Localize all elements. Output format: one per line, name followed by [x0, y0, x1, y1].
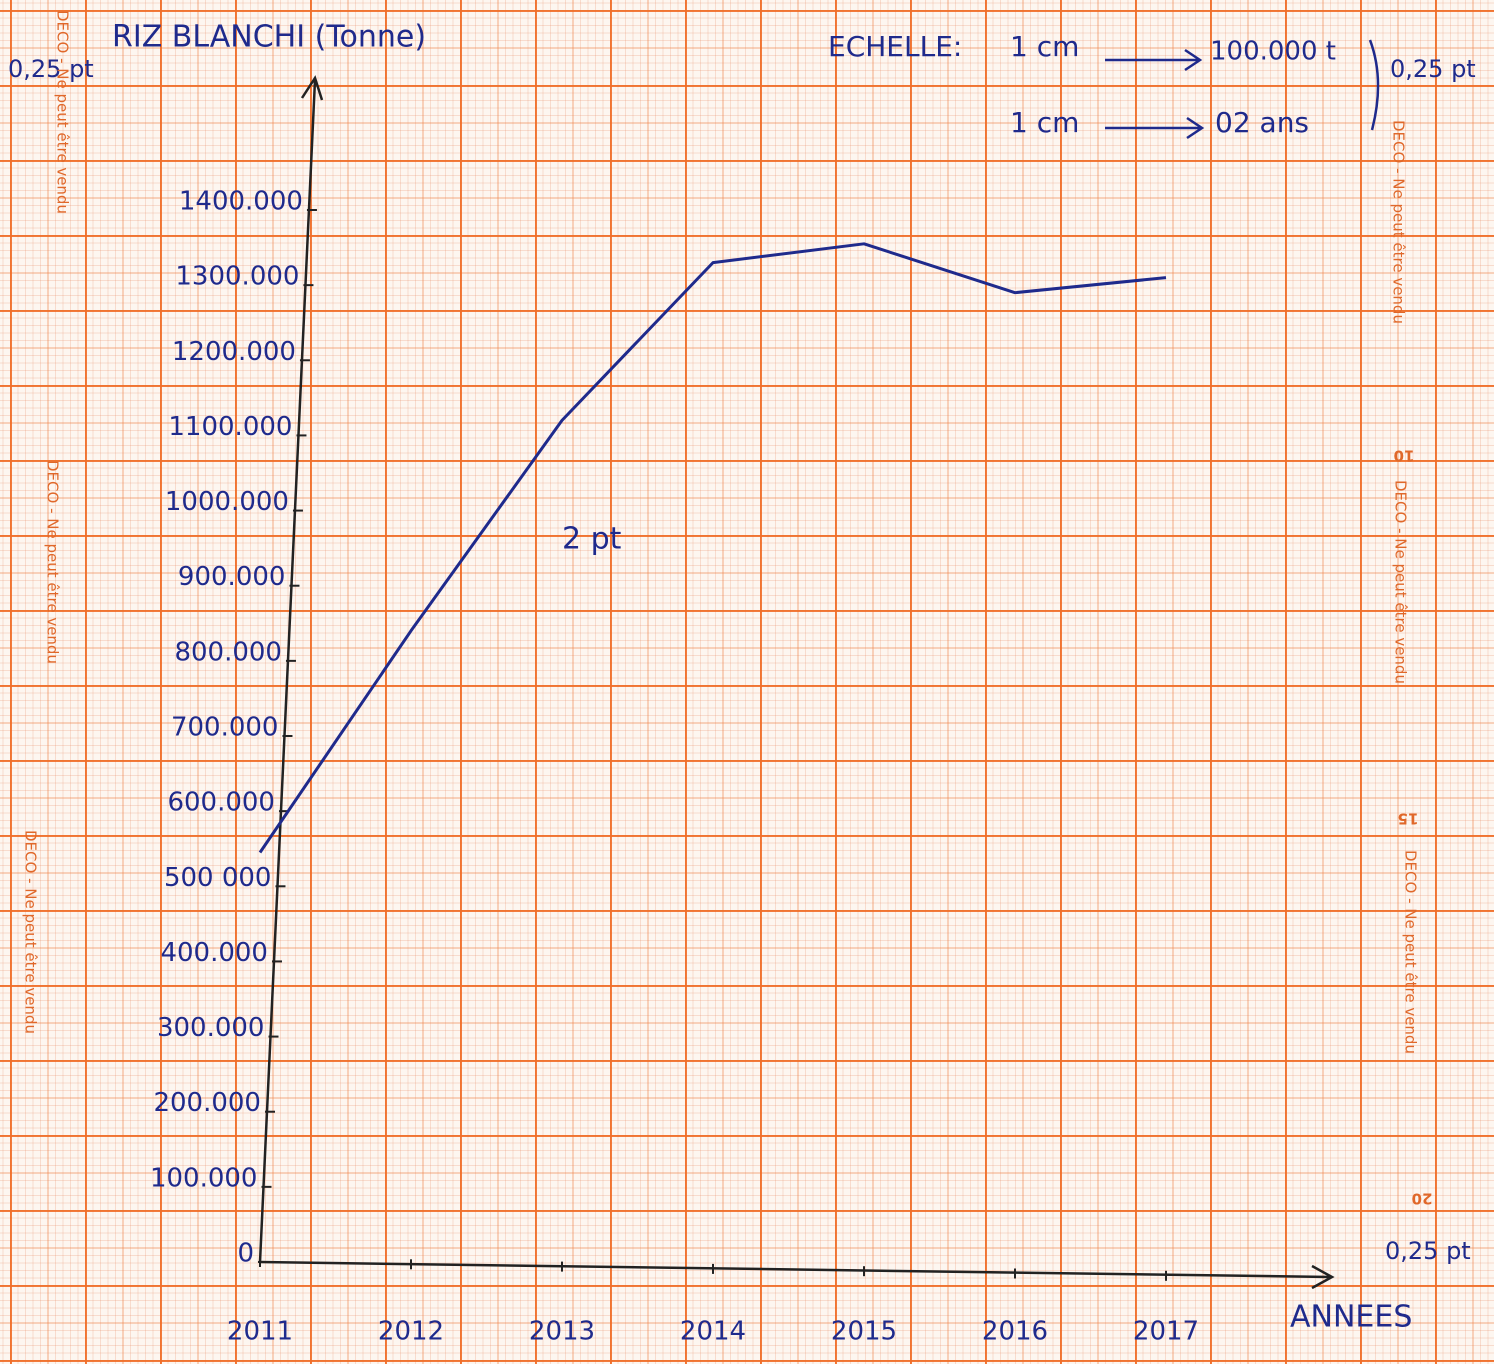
x-tick-label: 2017 [1133, 1317, 1199, 1347]
x-tick-label: 2015 [831, 1317, 897, 1347]
paper-text: DECO - Ne peut être vendu [54, 10, 72, 214]
y-tick-label: 1400.000 [179, 187, 303, 217]
paper-text: DECO - Ne peut être vendu [1402, 850, 1420, 1054]
x-axis [259, 1260, 1335, 1290]
x-tick-label: 2014 [680, 1317, 746, 1347]
y-tick-label: 700.000 [171, 713, 279, 743]
grade-mark: 0,25 pt [8, 55, 94, 83]
chart-title: RIZ BLANCHI (Tonne) [112, 20, 426, 55]
y-tick-label: 1200.000 [172, 337, 296, 367]
paper-text: DECO - Ne peut être vendu [1392, 480, 1410, 684]
y-tick-label: 800.000 [174, 637, 282, 667]
paper-text: DECO - Ne peut être vendu [22, 830, 40, 1034]
y-tick-label: 1100.000 [168, 412, 292, 442]
x-axis-label: ANNEES [1290, 1300, 1412, 1335]
x-tick-label: 2012 [378, 1317, 444, 1347]
grade-mark: 0,25 pt [1390, 55, 1476, 83]
paper-text: DECO - Ne peut être vendu [44, 460, 62, 664]
y-tick-label: 400.000 [160, 938, 268, 968]
y-tick-label: 600.000 [167, 788, 275, 818]
y-tick-label: 500 000 [164, 863, 272, 893]
scale-left: 1 cm [1010, 106, 1079, 139]
paper-number: 10 [1394, 447, 1415, 465]
y-tick-label: 1000.000 [165, 487, 289, 517]
y-tick-label: 1300.000 [175, 262, 299, 292]
scale-label: ECHELLE: [828, 30, 962, 63]
scale-right: 100.000 t [1210, 37, 1336, 67]
x-tick-label: 2011 [227, 1317, 293, 1347]
x-tick-label: 2016 [982, 1317, 1048, 1347]
scale-right: 02 ans [1215, 106, 1309, 139]
grade-mark: 0,25 pt [1385, 1237, 1471, 1265]
y-tick-label: 200.000 [153, 1088, 261, 1118]
grade-mark: 2 pt [562, 522, 622, 557]
x-tick-label: 2013 [529, 1317, 595, 1347]
paper-text: DECO - Ne peut être vendu [1390, 120, 1408, 324]
y-tick-label: 0 [237, 1239, 254, 1269]
scale-left: 1 cm [1010, 30, 1079, 63]
y-tick-label: 900.000 [178, 562, 286, 592]
y-axis [258, 75, 324, 1263]
y-tick-label: 100.000 [150, 1163, 258, 1193]
paper-number: 20 [1412, 1190, 1433, 1208]
data-line [258, 242, 1167, 854]
paper-number: 15 [1398, 810, 1419, 828]
scale-arrows [1105, 39, 1380, 140]
y-tick-label: 300.000 [157, 1013, 265, 1043]
